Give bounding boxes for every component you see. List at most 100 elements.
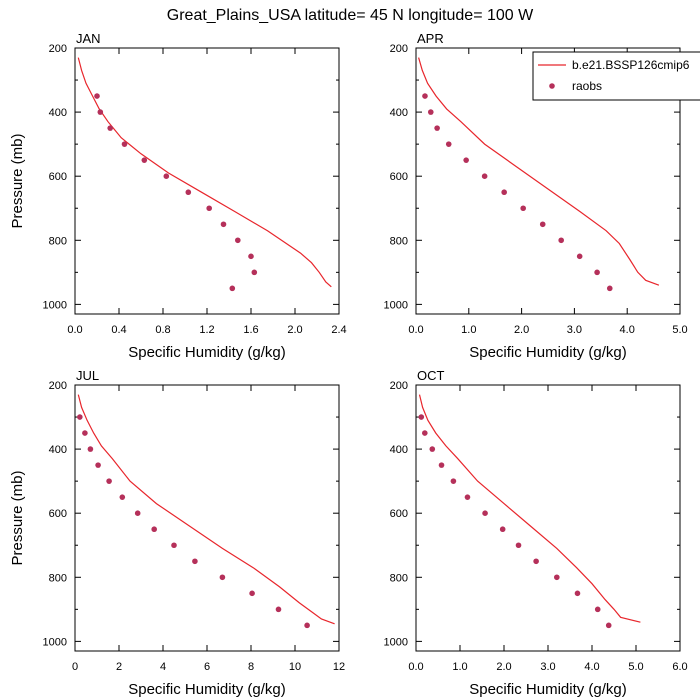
y-tick-label: 1000 — [43, 299, 67, 311]
figure-title: Great_Plains_USA latitude= 45 N longitud… — [167, 7, 534, 24]
obs-point — [422, 93, 428, 99]
y-tick-label: 600 — [390, 171, 408, 183]
x-tick-label: 3.0 — [567, 324, 582, 336]
y-axis-label: Pressure (mb) — [9, 133, 26, 228]
y-tick-label: 1000 — [384, 636, 408, 648]
x-tick-label: 1.2 — [199, 324, 214, 336]
y-tick-label: 200 — [49, 43, 67, 55]
panel-jul-title: JUL — [76, 368, 99, 383]
x-tick-label: 2.0 — [496, 661, 511, 673]
obs-point — [445, 141, 452, 147]
y-tick-label: 1000 — [384, 299, 408, 311]
obs-point — [539, 221, 546, 228]
y-tick-label: 200 — [49, 380, 67, 392]
obs-point — [219, 574, 226, 581]
obs-point — [594, 606, 601, 613]
obs-point — [463, 157, 469, 163]
x-tick-label: 0.0 — [408, 324, 423, 336]
model-line-apr — [418, 57, 660, 286]
obs-point — [554, 574, 560, 581]
obs-point — [482, 510, 488, 516]
x-tick-label: 0 — [72, 661, 78, 673]
obs-point — [151, 526, 157, 533]
obs-point — [418, 414, 425, 420]
y-tick-label: 800 — [390, 572, 408, 584]
y-tick-label: 600 — [390, 508, 408, 520]
x-tick-label: 6.0 — [672, 661, 687, 673]
obs-point — [163, 173, 170, 179]
legend-obs-swatch — [549, 83, 555, 89]
x-tick-label: 6 — [204, 661, 210, 673]
obs-point — [97, 109, 104, 115]
obs-point — [87, 446, 94, 452]
x-tick-label: 0.0 — [408, 661, 423, 673]
x-tick-label: 2.4 — [331, 324, 346, 336]
y-tick-label: 1000 — [43, 636, 67, 648]
x-tick-label: 3.0 — [540, 661, 555, 673]
x-tick-label: 4 — [160, 661, 166, 673]
obs-point — [499, 526, 506, 533]
y-tick-label: 400 — [390, 444, 408, 456]
obs-point — [576, 253, 583, 260]
x-axis-label: Specific Humidity (g/kg) — [128, 681, 286, 698]
obs-point — [574, 590, 581, 597]
y-axis-label: Pressure (mb) — [9, 470, 26, 565]
panel-jan-title: JAN — [76, 31, 101, 46]
obs-point — [251, 269, 258, 276]
obs-point — [304, 622, 310, 629]
model-line-jul — [77, 394, 335, 625]
obs-point — [422, 430, 428, 436]
obs-point — [605, 622, 612, 629]
panel-oct-frame — [415, 384, 681, 652]
obs-point — [594, 269, 600, 276]
x-tick-label: 4.0 — [584, 661, 599, 673]
legend: b.e21.BSSP126cmip6 raobs — [532, 51, 700, 101]
y-tick-label: 200 — [390, 43, 408, 55]
obs-point — [481, 173, 488, 179]
y-tick-label: 400 — [390, 107, 408, 119]
obs-point — [429, 446, 436, 452]
legend-box — [532, 51, 700, 101]
x-axis-label: Specific Humidity (g/kg) — [469, 344, 627, 361]
obs-point — [82, 430, 88, 436]
obs-point — [501, 189, 507, 196]
obs-point — [106, 478, 112, 484]
y-tick-label: 400 — [49, 107, 67, 119]
panel-apr-frame — [415, 47, 681, 315]
model-line-oct — [418, 394, 641, 623]
obs-point — [77, 414, 83, 420]
obs-point — [427, 109, 434, 115]
x-tick-label: 2.0 — [287, 324, 302, 336]
obs-point — [248, 253, 254, 260]
panel-apr: APR 0.0 1.0 2.0 3.0 4.0 5.0 200 400 600 800 1000 Spe… — [384, 31, 688, 361]
obs-point — [107, 125, 113, 131]
panel-jul-frame — [74, 384, 340, 652]
obs-point — [249, 590, 255, 597]
obs-point — [134, 510, 141, 516]
obs-point — [206, 205, 212, 212]
y-tick-label: 400 — [49, 444, 67, 456]
obs-point — [235, 237, 241, 244]
obs-point — [464, 494, 471, 500]
obs-point — [275, 606, 282, 613]
x-tick-label: 10 — [289, 661, 301, 673]
obs-point — [95, 462, 101, 468]
y-tick-label: 800 — [49, 572, 67, 584]
obs-point — [520, 205, 526, 212]
x-tick-label: 1.0 — [452, 661, 467, 673]
x-tick-label: 1.0 — [461, 324, 476, 336]
legend-obs-label: raobs — [572, 79, 602, 93]
y-tick-label: 200 — [390, 380, 408, 392]
obs-point — [185, 189, 192, 196]
obs-point — [119, 494, 126, 500]
obs-point — [438, 462, 445, 468]
y-tick-label: 800 — [49, 235, 67, 247]
y-tick-label: 800 — [390, 235, 408, 247]
x-tick-label: 8 — [248, 661, 254, 673]
obs-point — [192, 558, 198, 565]
x-tick-label: 0.0 — [67, 324, 82, 336]
x-tick-label: 5.0 — [628, 661, 643, 673]
panel-jan: JAN 0.0 0.4 0.8 1.2 1.6 2.0 2.4 200 400 600 800 1000… — [9, 31, 347, 361]
y-tick-label: 600 — [49, 171, 67, 183]
